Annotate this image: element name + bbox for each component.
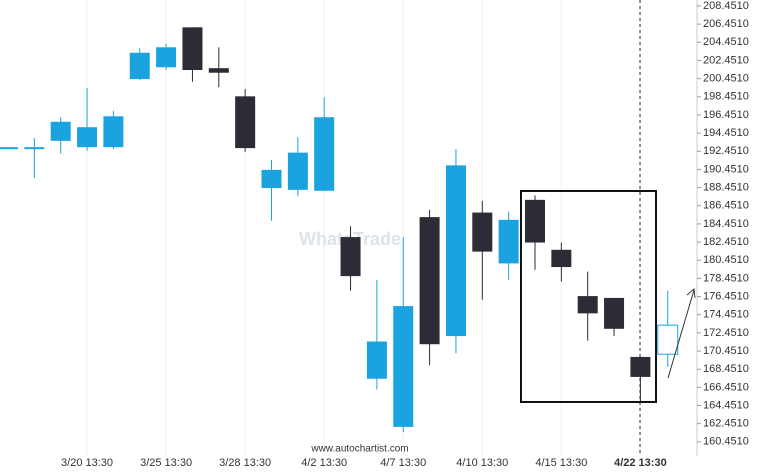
body xyxy=(657,324,679,355)
y-tick-label: 188.4510 xyxy=(703,181,749,193)
body xyxy=(156,47,177,68)
body xyxy=(77,127,98,148)
y-tick-label: 168.4510 xyxy=(703,363,749,375)
body xyxy=(208,68,229,73)
body xyxy=(182,27,203,71)
y-tick-label: 172.4510 xyxy=(703,327,749,339)
body xyxy=(604,297,625,329)
y-tick-label: 162.4510 xyxy=(703,418,749,430)
pattern-box xyxy=(520,190,657,403)
y-tick-label: 174.4510 xyxy=(703,309,749,321)
x-tick-label: 4/22 13:30 xyxy=(614,457,667,469)
y-tick-label: 184.4510 xyxy=(703,218,749,230)
y-tick-label: 208.4510 xyxy=(703,0,749,12)
x-tick-label: 4/15 13:30 xyxy=(535,457,587,469)
y-tick-label: 166.4510 xyxy=(703,381,749,393)
y-tick-label: 206.4510 xyxy=(703,18,749,30)
y-tick-label: 186.4510 xyxy=(703,200,749,212)
body xyxy=(366,341,387,379)
body xyxy=(261,169,282,189)
body xyxy=(314,117,335,191)
y-tick-label: 204.4510 xyxy=(703,36,749,48)
y-tick-label: 192.4510 xyxy=(703,145,749,157)
x-tick-label: 4/10 13:30 xyxy=(456,457,508,469)
arrow-head xyxy=(686,288,696,299)
y-tick-label: 160.4510 xyxy=(703,436,749,448)
body xyxy=(445,165,466,337)
y-tick-label: 200.4510 xyxy=(703,73,749,85)
y-tick-label: 198.4510 xyxy=(703,91,749,103)
body xyxy=(472,212,493,252)
body xyxy=(393,306,414,427)
x-tick-label: 3/25 13:30 xyxy=(140,457,192,469)
y-tick-label: 190.4510 xyxy=(703,163,749,175)
body xyxy=(419,217,440,345)
y-tick-label: 170.4510 xyxy=(703,345,749,357)
body xyxy=(525,199,545,243)
source: www.autochartist.com xyxy=(310,444,408,455)
body xyxy=(287,152,308,190)
x-tick-label: 3/20 13:30 xyxy=(61,457,113,469)
body xyxy=(103,116,124,148)
body xyxy=(0,147,18,150)
body xyxy=(235,96,256,149)
y-tick-label: 202.4510 xyxy=(703,54,749,66)
body xyxy=(551,249,572,268)
body xyxy=(340,237,361,277)
y-tick-label: 194.4510 xyxy=(703,127,749,139)
y-tick-label: 178.4510 xyxy=(703,272,749,284)
y-tick-label: 182.4510 xyxy=(703,236,749,248)
x-tick-label: 3/28 13:30 xyxy=(219,457,271,469)
x-tick-label: 4/2 13:30 xyxy=(301,457,347,469)
y-tick-label: 180.4510 xyxy=(703,254,749,266)
candles xyxy=(0,27,679,433)
body xyxy=(129,52,150,80)
y-tick-label: 164.4510 xyxy=(703,399,749,411)
body xyxy=(50,121,71,141)
body xyxy=(498,219,519,264)
y-tick-label: 196.4510 xyxy=(703,109,749,121)
y-tick-label: 176.4510 xyxy=(703,290,749,302)
x-tick-label: 4/7 13:30 xyxy=(380,457,426,469)
body xyxy=(24,147,45,150)
body xyxy=(577,296,598,314)
forecast-arrow xyxy=(667,289,695,379)
